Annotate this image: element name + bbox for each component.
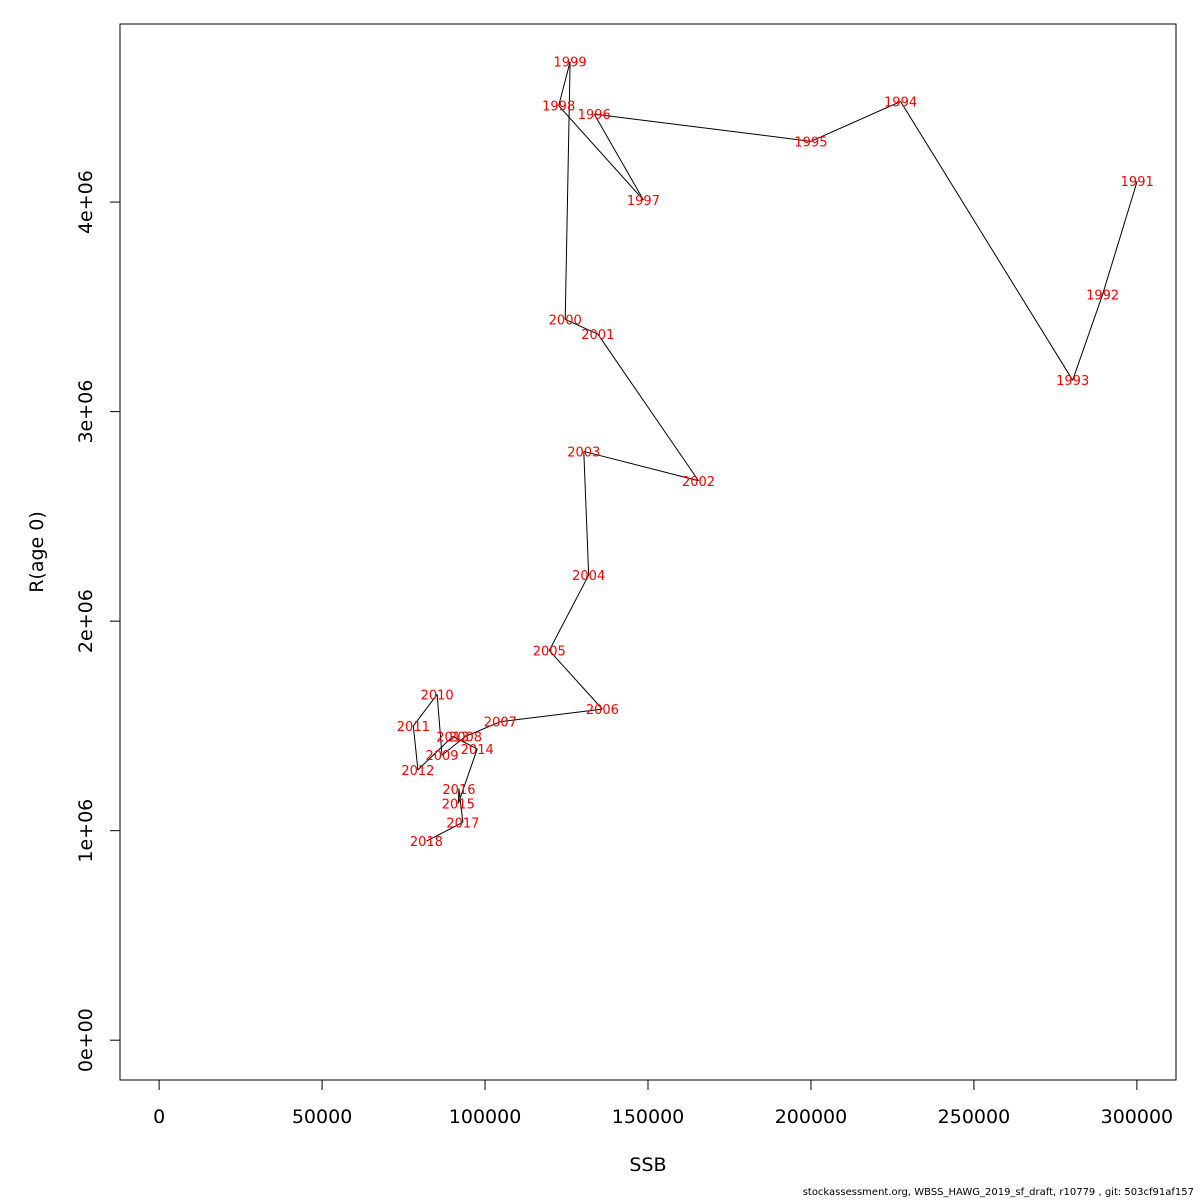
y-tick-label: 1e+06 (75, 799, 97, 863)
segment-1997-1998 (558, 105, 644, 201)
point-label-2008: 2008 (449, 730, 482, 745)
y-tick-label: 3e+06 (75, 380, 97, 444)
x-tick-label: 50000 (292, 1106, 352, 1128)
segment-1999-2000 (564, 61, 571, 320)
point-label-1998: 1998 (542, 100, 575, 115)
x-tick-label: 200000 (775, 1106, 848, 1128)
x-tick-label: 100000 (449, 1106, 522, 1128)
point-label-1999: 1999 (554, 56, 587, 71)
point-label-2015: 2015 (442, 797, 475, 812)
point-labels: 1991 1992 1993 1994 1995 1996 1997 1998 1999 2000… (397, 56, 1154, 850)
point-label-1992: 1992 (1086, 288, 1119, 303)
point-label-2003: 2003 (567, 445, 600, 460)
point-label-2012: 2012 (401, 764, 434, 779)
segment-1991-1992 (1102, 180, 1138, 295)
segment-1992-1993 (1072, 294, 1104, 381)
segment-1993-1994 (900, 101, 1074, 381)
point-label-2002: 2002 (682, 475, 715, 490)
segment-2010-2011 (412, 694, 438, 727)
segment-1998-1999 (558, 61, 571, 106)
y-tick-label: 2e+06 (75, 589, 97, 653)
segment-2004-2005 (548, 574, 590, 651)
plot-frame (119, 23, 1177, 1081)
x-tick-label: 0 (153, 1106, 165, 1128)
segment-2006-2007 (500, 708, 603, 723)
x-tick-label: 250000 (938, 1106, 1011, 1128)
footer-credit: stockassessment.org, WBSS_HAWG_2019_sf_d… (802, 1187, 1194, 1198)
point-label-2017: 2017 (446, 816, 479, 831)
segment-2007-2008 (465, 721, 501, 737)
segment-2011-2012 (412, 725, 419, 770)
point-label-2016: 2016 (442, 783, 475, 798)
segment-2017-2018 (426, 821, 464, 842)
point-label-2009: 2009 (425, 749, 458, 764)
point-label-1991: 1991 (1121, 175, 1154, 190)
x-tick-label: 300000 (1101, 1106, 1174, 1128)
segment-2016-2017 (458, 788, 464, 823)
segment-1995-1996 (594, 113, 812, 142)
y-axis-title: R(age 0) (26, 511, 48, 593)
segment-2002-2003 (583, 450, 699, 482)
point-label-2010: 2010 (421, 688, 454, 703)
point-label-1997: 1997 (627, 194, 660, 209)
point-label-2001: 2001 (581, 328, 614, 343)
point-label-2004: 2004 (572, 569, 605, 584)
x-axis-title: SSB (629, 1154, 666, 1176)
point-label-2007: 2007 (484, 716, 517, 731)
segment-2012-2013 (417, 736, 454, 771)
x-tick-label: 150000 (612, 1106, 685, 1128)
point-label-2014: 2014 (461, 743, 494, 758)
segment-2000-2001 (565, 318, 599, 335)
segment-1996-1997 (593, 113, 644, 201)
segment-2013-2014 (452, 735, 478, 750)
point-label-1993: 1993 (1056, 374, 1089, 389)
point-label-2005: 2005 (533, 644, 566, 659)
point-label-2011: 2011 (397, 720, 430, 735)
series-lines (412, 61, 1138, 842)
segment-1994-1995 (810, 101, 901, 142)
point-label-1995: 1995 (794, 135, 827, 150)
y-tick-label: 4e+06 (75, 170, 97, 234)
point-label-1994: 1994 (884, 96, 917, 111)
point-label-1996: 1996 (578, 108, 611, 123)
y-tick-label: 0e+00 (75, 1008, 97, 1072)
segment-2009-2010 (436, 694, 443, 756)
segment-2005-2006 (548, 650, 603, 710)
segment-2001-2002 (597, 333, 699, 482)
segment-2014-2015 (457, 748, 478, 804)
y-axis: 0e+00 1e+06 2e+06 3e+06 4e+06 (75, 170, 121, 1072)
point-label-2000: 2000 (549, 313, 582, 328)
x-axis: 0 50000 100000 150000 200000 250000 300000 (153, 1079, 1174, 1128)
segment-2003-2004 (583, 451, 590, 576)
point-label-2006: 2006 (586, 703, 619, 718)
point-label-2018: 2018 (410, 835, 443, 850)
segment-2008-2009 (441, 735, 466, 756)
point-label-2013: 2013 (436, 730, 469, 745)
